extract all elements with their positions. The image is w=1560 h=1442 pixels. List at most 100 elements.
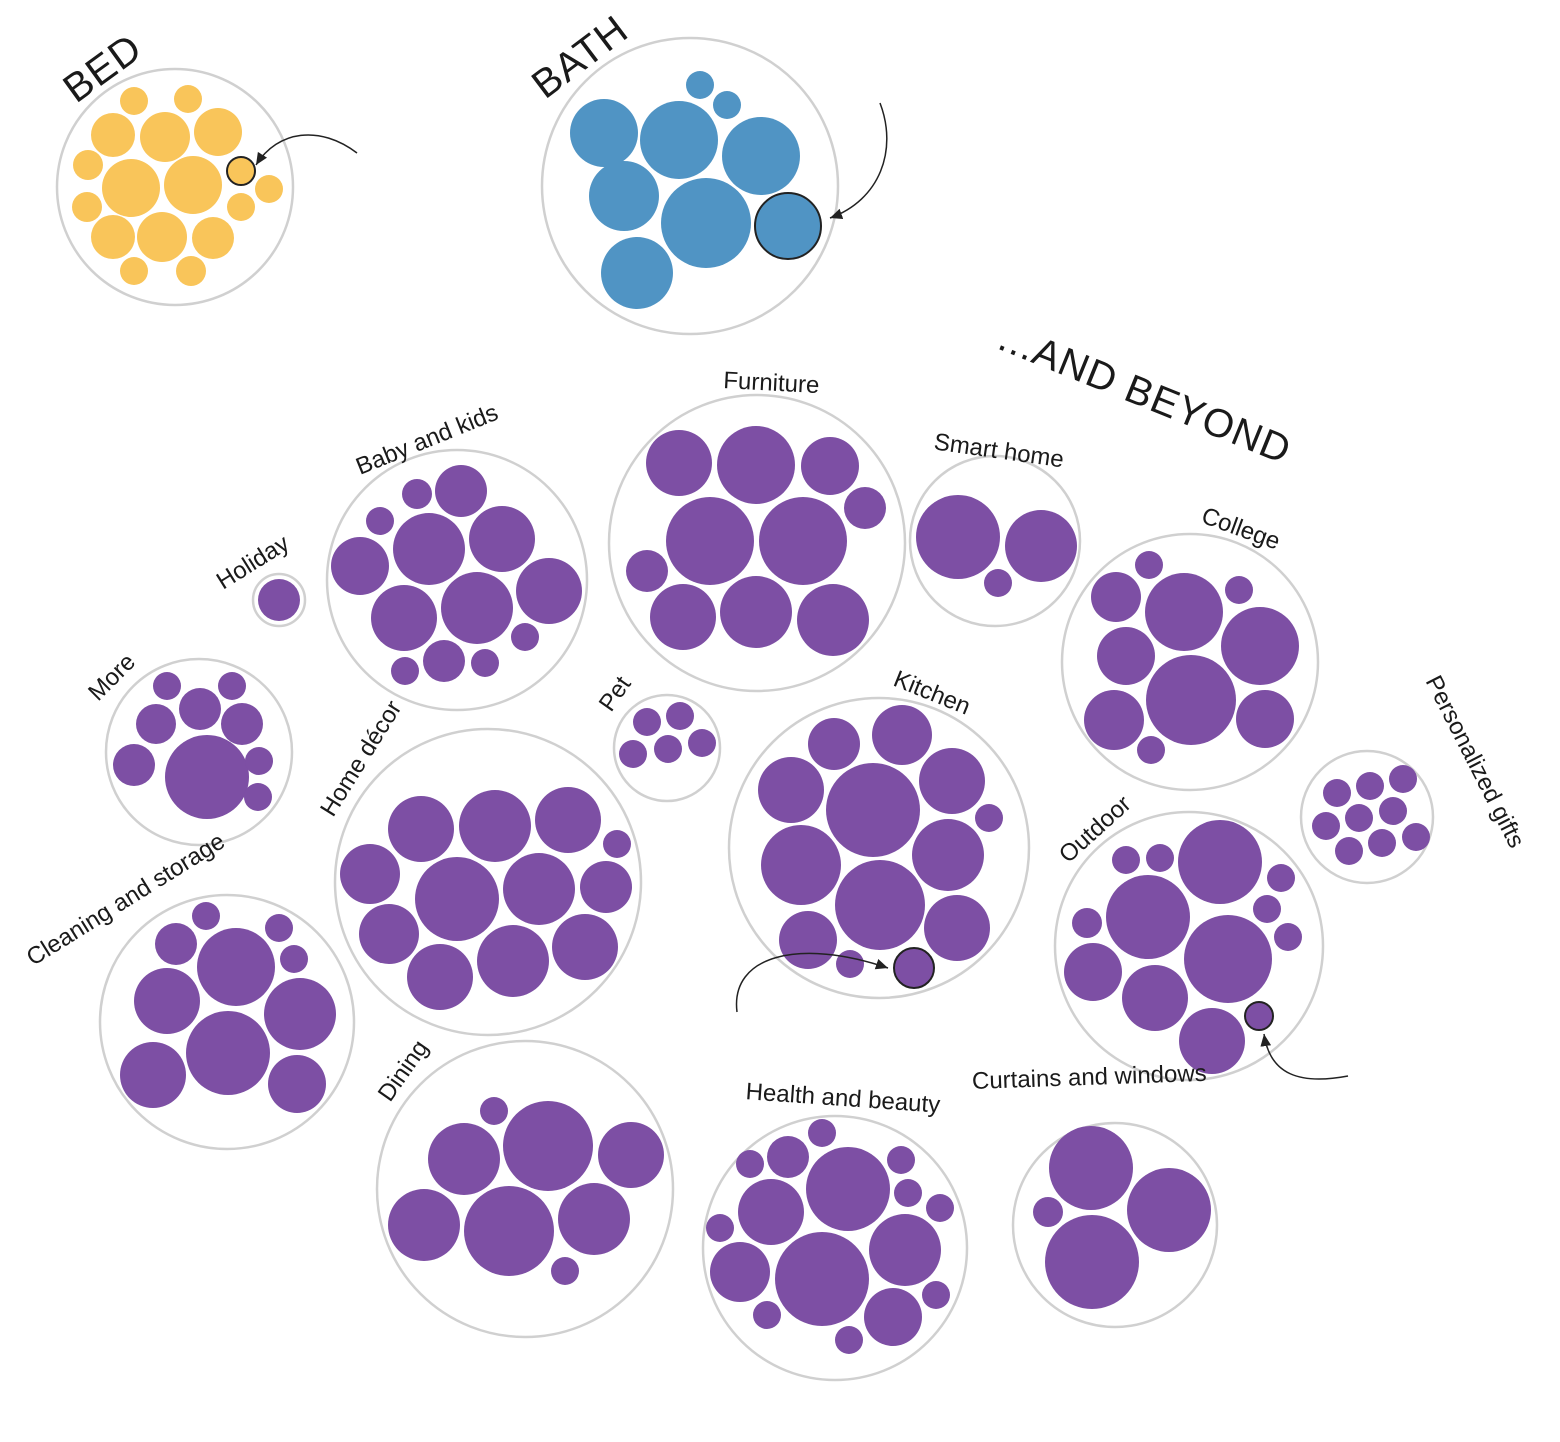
highlighted-subcategory-circle	[754, 192, 822, 260]
subcategory-circle	[1064, 943, 1122, 1001]
subcategory-circle	[1146, 655, 1236, 745]
subcategory-circle	[919, 748, 985, 814]
subcategory-circle	[801, 437, 859, 495]
subcategory-circle	[1084, 690, 1144, 750]
subcategory-circle	[666, 702, 694, 730]
subcategory-circle	[912, 819, 984, 891]
subcategory-circle	[192, 217, 234, 259]
subcategory-circle	[922, 1281, 950, 1309]
subcategory-circle	[1368, 829, 1396, 857]
subcategory-circle	[646, 430, 712, 496]
subcategory-circle	[601, 237, 673, 309]
subcategory-circle	[176, 256, 206, 286]
subcategory-circle	[194, 108, 242, 156]
highlighted-subcategory-circle	[893, 947, 935, 989]
subcategory-circle	[720, 576, 792, 648]
subcategory-circle	[640, 101, 718, 179]
subcategory-circle	[441, 572, 513, 644]
subcategory-circle	[511, 623, 539, 651]
subcategory-circle	[654, 735, 682, 763]
subcategory-circle	[535, 787, 601, 853]
subcategory-circle	[113, 744, 155, 786]
subcategory-circle	[72, 192, 102, 222]
subcategory-circle	[710, 1242, 770, 1302]
subcategory-circle	[808, 718, 860, 770]
subcategory-circle	[589, 161, 659, 231]
subcategory-circle	[1267, 864, 1295, 892]
subcategory-circle	[120, 1042, 186, 1108]
subcategory-circle	[619, 740, 647, 768]
subcategory-circle	[626, 550, 668, 592]
subcategory-circle	[924, 895, 990, 961]
subcategory-circle	[359, 904, 419, 964]
subcategory-circle	[464, 1186, 554, 1276]
cluster-smart-home	[908, 454, 1082, 628]
subcategory-circle	[137, 212, 187, 262]
subcategory-circle	[197, 928, 275, 1006]
subcategory-circle	[598, 1122, 664, 1188]
subcategory-circle	[155, 923, 197, 965]
subcategory-circle	[552, 914, 618, 980]
subcategory-circle	[120, 257, 148, 285]
subcategory-circle	[164, 156, 222, 214]
subcategory-circle	[1356, 772, 1384, 800]
arrow-bed	[255, 134, 358, 166]
subcategory-circle	[717, 426, 795, 504]
subcategory-circle	[165, 735, 249, 819]
subcategory-circle	[872, 705, 932, 765]
subcategory-circle	[1179, 1008, 1245, 1074]
subcategory-circle	[120, 87, 148, 115]
subcategory-circle	[1033, 1197, 1063, 1227]
subcategory-circle	[661, 178, 751, 268]
subcategory-circle	[558, 1183, 630, 1255]
subcategory-circle	[797, 584, 869, 656]
subcategory-circle	[826, 763, 920, 857]
subcategory-circle	[218, 672, 246, 700]
cluster-bed	[55, 67, 295, 307]
subcategory-circle	[688, 729, 716, 757]
cluster-pet	[612, 693, 722, 803]
subcategory-circle	[1091, 572, 1141, 622]
subcategory-circle	[1106, 875, 1190, 959]
subcategory-circle	[1221, 607, 1299, 685]
subcategory-circle	[265, 914, 293, 942]
subcategory-circle	[836, 950, 864, 978]
subcategory-circle	[174, 85, 202, 113]
subcategory-circle	[864, 1288, 922, 1346]
subcategory-circle	[570, 99, 638, 167]
subcategory-circle	[415, 857, 499, 941]
subcategory-circle	[340, 844, 400, 904]
subcategory-circle	[186, 1011, 270, 1095]
subcategory-circle	[1335, 837, 1363, 865]
label-furniture: Furniture	[723, 367, 820, 399]
subcategory-circle	[808, 1119, 836, 1147]
cluster-home-decor	[333, 727, 643, 1037]
subcategory-circle	[633, 708, 661, 736]
subcategory-circle	[706, 1214, 734, 1242]
subcategory-circle	[758, 757, 824, 823]
subcategory-circle	[1045, 1215, 1139, 1309]
subcategory-circle	[264, 978, 336, 1050]
subcategory-circle	[1135, 551, 1163, 579]
subcategory-circle	[1146, 844, 1174, 872]
subcategory-circle	[503, 1101, 593, 1191]
subcategory-circle	[887, 1146, 915, 1174]
subcategory-circle	[761, 825, 841, 905]
subcategory-circle	[140, 112, 190, 162]
subcategory-circle	[835, 860, 925, 950]
cluster-college	[1060, 532, 1320, 792]
subcategory-circle	[984, 569, 1012, 597]
cluster-curtains-and-windows	[1011, 1121, 1219, 1329]
subcategory-circle	[753, 1301, 781, 1329]
subcategory-circle	[407, 944, 473, 1010]
subcategory-circle	[1049, 1126, 1133, 1210]
subcategory-circle	[1345, 804, 1373, 832]
subcategory-circle	[926, 1194, 954, 1222]
subcategory-circle	[1323, 779, 1351, 807]
subcategory-circle	[650, 584, 716, 650]
subcategory-circle	[371, 585, 437, 651]
subcategory-circle	[806, 1147, 890, 1231]
subcategory-circle	[1112, 846, 1140, 874]
subcategory-circle	[736, 1150, 764, 1178]
label-health-and-beauty: Health and beauty	[745, 1078, 941, 1119]
